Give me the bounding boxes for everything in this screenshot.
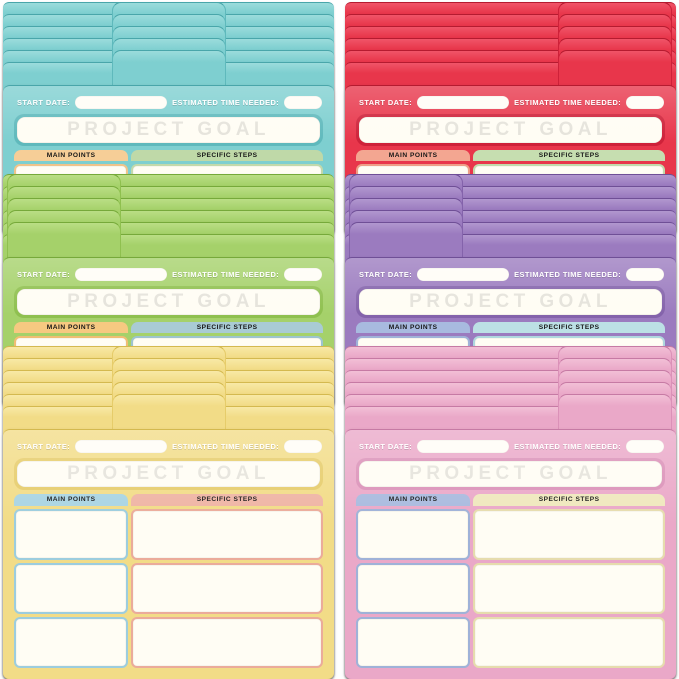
specific-steps-cell[interactable] <box>473 616 665 668</box>
specific-steps-cell[interactable] <box>473 562 665 614</box>
estimated-time-field[interactable] <box>626 440 664 453</box>
start-date-field[interactable] <box>75 96 168 109</box>
project-goal-field[interactable]: PROJECT GOAL <box>17 117 320 143</box>
main-points-header: MAIN POINTS <box>14 150 129 162</box>
yellow-stack: START DATE: ESTIMATED TIME NEEDED: PROJECT… <box>3 346 334 679</box>
estimated-time-field[interactable] <box>284 268 322 281</box>
specific-steps-header-label: SPECIFIC STEPS <box>538 496 600 504</box>
main-points-cell[interactable] <box>14 508 129 560</box>
main-points-cell[interactable] <box>14 616 129 668</box>
start-date-label: START DATE: <box>17 270 71 279</box>
project-goal-field[interactable]: PROJECT GOAL <box>359 289 662 315</box>
specific-steps-header: SPECIFIC STEPS <box>131 150 323 162</box>
specific-steps-cell[interactable] <box>131 616 323 668</box>
estimated-time-field[interactable] <box>284 96 322 109</box>
specific-steps-header-label: SPECIFIC STEPS <box>196 496 258 504</box>
project-goal-placeholder: PROJECT GOAL <box>409 119 612 140</box>
main-points-header-label: MAIN POINTS <box>46 496 96 504</box>
meta-row: START DATE: ESTIMATED TIME NEEDED: <box>359 440 664 453</box>
start-date-field[interactable] <box>417 440 510 453</box>
main-points-cell[interactable] <box>356 508 471 560</box>
points-steps-grid: MAIN POINTS SPECIFIC STEPS <box>356 494 665 668</box>
specific-steps-cell[interactable] <box>473 508 665 560</box>
start-date-label: START DATE: <box>359 98 413 107</box>
start-date-field[interactable] <box>417 96 510 109</box>
estimated-time-field[interactable] <box>284 440 322 453</box>
project-goal-placeholder: PROJECT GOAL <box>67 463 270 484</box>
main-points-header: MAIN POINTS <box>14 322 129 334</box>
meta-row: START DATE: ESTIMATED TIME NEEDED: <box>17 440 322 453</box>
project-goal-placeholder: PROJECT GOAL <box>409 463 612 484</box>
specific-steps-column: SPECIFIC STEPS <box>131 494 323 668</box>
start-date-label: START DATE: <box>17 98 71 107</box>
project-goal-field[interactable]: PROJECT GOAL <box>17 461 320 487</box>
project-goal-field[interactable]: PROJECT GOAL <box>359 117 662 143</box>
estimated-time-label: ESTIMATED TIME NEEDED: <box>172 98 280 107</box>
specific-steps-header: SPECIFIC STEPS <box>473 494 665 506</box>
main-points-header: MAIN POINTS <box>356 322 471 334</box>
project-goal-placeholder: PROJECT GOAL <box>67 291 270 312</box>
estimated-time-field[interactable] <box>626 268 664 281</box>
estimated-time-label: ESTIMATED TIME NEEDED: <box>514 98 622 107</box>
meta-row: START DATE: ESTIMATED TIME NEEDED: <box>17 268 322 281</box>
main-points-header: MAIN POINTS <box>356 494 471 506</box>
start-date-label: START DATE: <box>359 270 413 279</box>
project-goal-wrap: PROJECT GOAL <box>14 114 323 146</box>
meta-row: START DATE: ESTIMATED TIME NEEDED: <box>359 268 664 281</box>
main-points-cell[interactable] <box>356 616 471 668</box>
project-goal-card-yellow: START DATE: ESTIMATED TIME NEEDED: PROJECT… <box>3 429 334 679</box>
start-date-field[interactable] <box>75 268 168 281</box>
specific-steps-header: SPECIFIC STEPS <box>473 322 665 334</box>
estimated-time-label: ESTIMATED TIME NEEDED: <box>172 270 280 279</box>
specific-steps-header-label: SPECIFIC STEPS <box>538 324 600 332</box>
project-goal-placeholder: PROJECT GOAL <box>67 119 270 140</box>
project-goal-field[interactable]: PROJECT GOAL <box>17 289 320 315</box>
start-date-label: START DATE: <box>359 442 413 451</box>
project-goal-wrap: PROJECT GOAL <box>14 286 323 318</box>
specific-steps-header-label: SPECIFIC STEPS <box>538 152 600 160</box>
specific-steps-column: SPECIFIC STEPS <box>473 494 665 668</box>
main-points-header: MAIN POINTS <box>356 150 471 162</box>
specific-steps-cell[interactable] <box>131 508 323 560</box>
main-points-cell[interactable] <box>14 562 129 614</box>
specific-steps-header: SPECIFIC STEPS <box>131 494 323 506</box>
start-date-field[interactable] <box>75 440 168 453</box>
specific-steps-header-label: SPECIFIC STEPS <box>196 324 258 332</box>
main-points-header-label: MAIN POINTS <box>46 324 96 332</box>
estimated-time-label: ESTIMATED TIME NEEDED: <box>172 442 280 451</box>
project-goal-wrap: PROJECT GOAL <box>356 114 665 146</box>
main-points-header: MAIN POINTS <box>14 494 129 506</box>
specific-steps-cell[interactable] <box>131 562 323 614</box>
main-points-header-label: MAIN POINTS <box>388 152 438 160</box>
project-goal-wrap: PROJECT GOAL <box>356 286 665 318</box>
specific-steps-header: SPECIFIC STEPS <box>473 150 665 162</box>
project-goal-placeholder: PROJECT GOAL <box>409 291 612 312</box>
main-points-column: MAIN POINTS <box>14 494 129 668</box>
project-goal-wrap: PROJECT GOAL <box>356 458 665 490</box>
main-points-header-label: MAIN POINTS <box>388 324 438 332</box>
main-points-column: MAIN POINTS <box>356 494 471 668</box>
main-points-header-label: MAIN POINTS <box>388 496 438 504</box>
points-steps-grid: MAIN POINTS SPECIFIC STEPS <box>14 494 323 668</box>
pink-stack: START DATE: ESTIMATED TIME NEEDED: PROJECT… <box>345 346 676 679</box>
main-points-cell[interactable] <box>356 562 471 614</box>
project-goal-card-pink: START DATE: ESTIMATED TIME NEEDED: PROJECT… <box>345 429 676 679</box>
estimated-time-label: ESTIMATED TIME NEEDED: <box>514 270 622 279</box>
estimated-time-label: ESTIMATED TIME NEEDED: <box>514 442 622 451</box>
project-goal-wrap: PROJECT GOAL <box>14 458 323 490</box>
main-points-header-label: MAIN POINTS <box>46 152 96 160</box>
start-date-field[interactable] <box>417 268 510 281</box>
meta-row: START DATE: ESTIMATED TIME NEEDED: <box>359 96 664 109</box>
specific-steps-header: SPECIFIC STEPS <box>131 322 323 334</box>
project-goal-field[interactable]: PROJECT GOAL <box>359 461 662 487</box>
estimated-time-field[interactable] <box>626 96 664 109</box>
meta-row: START DATE: ESTIMATED TIME NEEDED: <box>17 96 322 109</box>
specific-steps-header-label: SPECIFIC STEPS <box>196 152 258 160</box>
start-date-label: START DATE: <box>17 442 71 451</box>
